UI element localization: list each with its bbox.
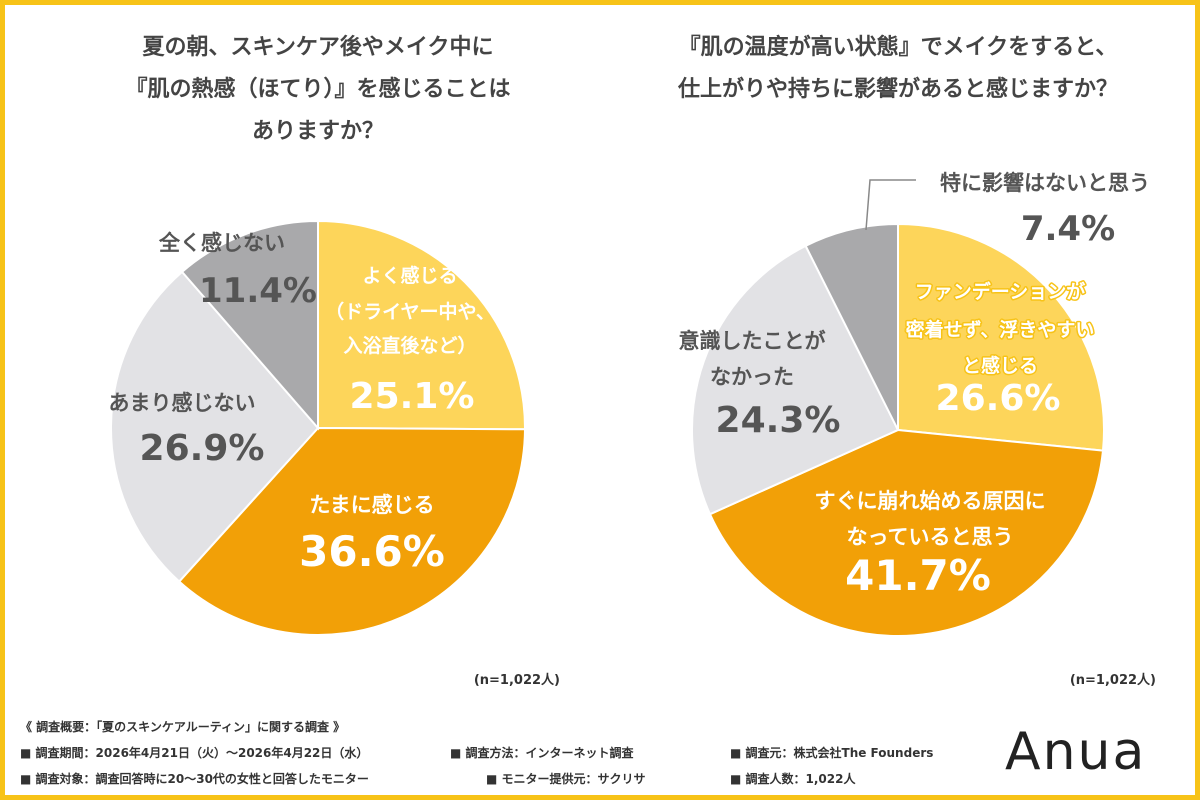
slice-value-label: 26.9% <box>140 428 265 469</box>
slice-label: ファンデーションが <box>915 280 1086 303</box>
anua-logo: Anua <box>1005 722 1147 782</box>
survey-provider: ■ モニター提供元：サクリサ <box>486 772 646 786</box>
slice-label: （ドライヤー中や、 <box>325 300 495 323</box>
pie-slice <box>180 219 319 431</box>
pie-slice <box>110 270 320 583</box>
pie-slice <box>691 244 900 516</box>
chart-title-line: 『肌の熱感（ほてり）』を感じることは <box>125 76 510 102</box>
chart-title-line: 『肌の温度が高い状態』でメイクをすると、 <box>679 34 1118 60</box>
slice-label: よく感じる <box>362 264 457 287</box>
pie-slice <box>708 428 1105 637</box>
slice-label: すぐに崩れ始める原因に <box>815 489 1046 513</box>
slice-label: なかった <box>710 365 794 389</box>
slice-value-label: 7.4% <box>1021 209 1115 249</box>
slice-label: 全く感じない <box>158 231 285 255</box>
sample-size-note: (n=1,022人) <box>474 672 560 688</box>
survey-respondents: ■ 調査人数：1,022人 <box>730 772 856 786</box>
slice-value-label: 24.3% <box>716 400 841 441</box>
slice-label: 入浴直後など） <box>343 334 476 357</box>
slice-label: たまに感じる <box>309 493 434 517</box>
slice-label: 特に影響はないと思う <box>940 171 1150 195</box>
slice-label: 密着せず、浮きやすい <box>906 318 1095 341</box>
slice-value-label: 25.1% <box>350 376 475 417</box>
pie-slice <box>317 219 526 431</box>
chart-title-line: ありますか？ <box>252 119 384 144</box>
pie-slice <box>804 222 899 431</box>
pie-chart-makeup-impact: 『肌の温度が高い状態』でメイクをすると、仕上がりや持ちに影響があると感じますか？… <box>677 34 1156 688</box>
slice-label: 意識したことが <box>679 329 826 353</box>
slice-value-label: 36.6% <box>299 527 445 576</box>
survey-organizer: ■ 調査元：株式会社The Founders <box>730 746 934 760</box>
pie-slice <box>177 426 527 636</box>
slice-value-label: 26.6% <box>936 378 1061 419</box>
survey-overview-heading: 《 調査概要：「夏のスキンケアルーティン」に関する調査 》 <box>20 720 346 734</box>
survey-target: ■ 調査対象：調査回答時に20〜30代の女性と回答したモニター <box>20 772 369 786</box>
slice-value-label: 11.4% <box>199 271 317 311</box>
pie-chart-heat-sensation: 夏の朝、スキンケア後やメイク中に『肌の熱感（ほてり）』を感じることはありますか？… <box>109 34 561 688</box>
survey-method: ■ 調査方法：インターネット調査 <box>450 746 634 760</box>
survey-period: ■ 調査期間：2026年4月21日（火）〜2026年4月22日（水） <box>20 746 369 760</box>
slice-label: あまり感じない <box>109 391 256 415</box>
slice-label: と感じる <box>962 354 1038 377</box>
chart-title-line: 仕上がりや持ちに影響があると感じますか？ <box>677 76 1118 102</box>
chart-title-line: 夏の朝、スキンケア後やメイク中に <box>143 34 494 60</box>
slice-label: なっていると思う <box>847 525 1014 549</box>
leader-line <box>865 179 916 231</box>
slice-value-label: 41.7% <box>845 551 991 600</box>
pie-slice <box>897 222 1105 452</box>
sample-size-note: (n=1,022人) <box>1070 672 1156 688</box>
